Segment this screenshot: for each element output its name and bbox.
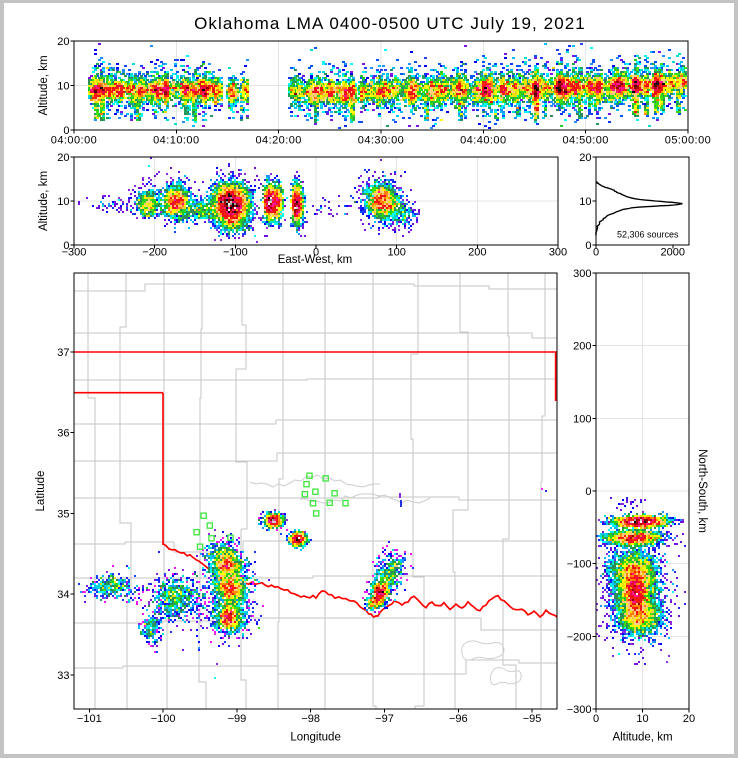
svg-text:0: 0 — [585, 486, 591, 498]
svg-text:04:50:00: 04:50:00 — [562, 135, 608, 147]
svg-text:100: 100 — [387, 247, 405, 259]
svg-text:52,306 sources: 52,306 sources — [617, 230, 679, 240]
svg-text:−200: −200 — [142, 247, 167, 259]
svg-text:10: 10 — [57, 196, 69, 208]
svg-text:−97: −97 — [375, 713, 394, 725]
svg-text:−200: −200 — [567, 631, 592, 643]
svg-text:North-South, km: North-South, km — [696, 449, 708, 533]
svg-text:200: 200 — [573, 341, 591, 353]
svg-text:−96: −96 — [449, 713, 468, 725]
svg-text:−98: −98 — [301, 713, 320, 725]
svg-text:2000: 2000 — [661, 247, 685, 259]
svg-text:200: 200 — [468, 247, 486, 259]
svg-text:−100: −100 — [567, 559, 592, 571]
svg-text:−99: −99 — [228, 713, 247, 725]
svg-text:33: 33 — [57, 670, 69, 682]
svg-text:Altitude, km: Altitude, km — [38, 171, 50, 231]
svg-text:0: 0 — [585, 240, 591, 252]
svg-text:Altitude, km: Altitude, km — [612, 732, 672, 744]
svg-text:04:30:00: 04:30:00 — [358, 135, 404, 147]
svg-text:Latitude: Latitude — [35, 471, 47, 512]
svg-text:36: 36 — [57, 428, 69, 440]
svg-text:10: 10 — [579, 196, 591, 208]
svg-text:300: 300 — [573, 268, 591, 280]
svg-text:−101: −101 — [77, 713, 102, 725]
svg-text:100: 100 — [573, 413, 591, 425]
svg-text:04:40:00: 04:40:00 — [460, 135, 506, 147]
svg-text:0: 0 — [593, 247, 599, 259]
svg-text:20: 20 — [683, 713, 695, 725]
svg-text:0: 0 — [313, 247, 319, 259]
svg-text:300: 300 — [549, 247, 567, 259]
svg-text:20: 20 — [579, 152, 591, 164]
svg-text:−95: −95 — [523, 713, 542, 725]
svg-text:0: 0 — [63, 240, 69, 252]
svg-text:37: 37 — [57, 347, 69, 359]
svg-text:Altitude, km: Altitude, km — [38, 55, 50, 115]
svg-text:−100: −100 — [151, 713, 176, 725]
svg-text:04:20:00: 04:20:00 — [255, 135, 301, 147]
svg-text:−100: −100 — [223, 247, 248, 259]
svg-text:04:00:00: 04:00:00 — [51, 135, 97, 147]
svg-text:10: 10 — [57, 81, 69, 93]
svg-text:20: 20 — [57, 36, 69, 48]
svg-text:10: 10 — [636, 713, 648, 725]
svg-text:05:00:00: 05:00:00 — [665, 135, 711, 147]
svg-text:34: 34 — [57, 589, 69, 601]
svg-text:East-West, km: East-West, km — [278, 254, 353, 266]
svg-text:−300: −300 — [567, 704, 592, 716]
svg-text:Oklahoma LMA 0400-0500 UTC Jul: Oklahoma LMA 0400-0500 UTC July 19, 2021 — [194, 14, 586, 33]
svg-text:0: 0 — [63, 125, 69, 137]
svg-text:−300: −300 — [62, 247, 87, 259]
svg-text:35: 35 — [57, 508, 69, 520]
svg-text:04:10:00: 04:10:00 — [153, 135, 199, 147]
svg-text:Longitude: Longitude — [290, 732, 341, 744]
svg-text:0: 0 — [593, 713, 599, 725]
svg-text:20: 20 — [57, 152, 69, 164]
